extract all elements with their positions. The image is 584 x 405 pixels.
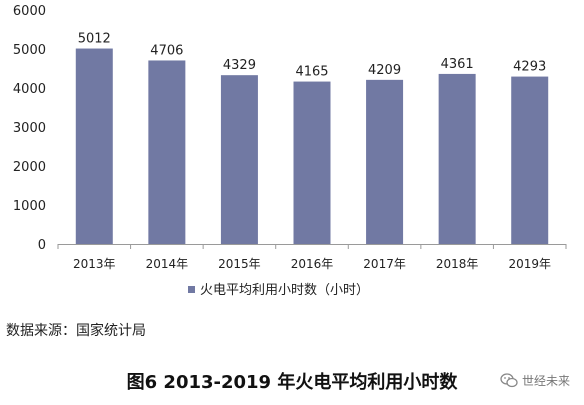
wechat-icon (500, 373, 518, 388)
chart-legend: 火电平均利用小时数（小时） (188, 283, 369, 298)
data-label: 4165 (295, 65, 328, 80)
y-tick-label: 6000 (13, 4, 46, 19)
y-tick-label: 1000 (13, 199, 46, 214)
y-tick-label: 0 (38, 238, 46, 253)
x-tick-label: 2014年 (146, 257, 189, 271)
bar-chart: 0 1000 2000 3000 4000 5000 6000 5012 4706 4329 41… (13, 4, 567, 298)
y-axis: 0 1000 2000 3000 4000 5000 6000 (13, 4, 46, 253)
watermark: 世经未来 (500, 372, 570, 389)
data-label: 4706 (150, 43, 183, 58)
bar (148, 60, 186, 244)
x-tick-label: 2015年 (218, 257, 261, 271)
bar (511, 76, 549, 244)
bar (438, 73, 476, 245)
y-tick-label: 3000 (13, 121, 46, 136)
y-tick-label: 2000 (13, 160, 46, 175)
y-tick-label: 5000 (13, 43, 46, 58)
legend-swatch (188, 286, 195, 293)
bar (366, 79, 404, 244)
data-labels: 5012 4706 4329 4165 4209 4361 4293 (78, 32, 547, 80)
data-label: 4209 (368, 63, 401, 78)
x-tick-label: 2017年 (363, 257, 406, 271)
data-label: 4329 (223, 58, 256, 73)
data-label: 4361 (441, 57, 474, 72)
figure-caption: 图6 2013-2019 年火电平均利用小时数 (126, 372, 458, 393)
bar (220, 75, 258, 244)
legend-label: 火电平均利用小时数（小时） (200, 283, 369, 298)
x-axis: 2013年 2014年 2015年 2016年 2017年 2018年 2019年 (57, 244, 567, 271)
x-tick-label: 2013年 (73, 257, 116, 271)
watermark-text: 世经未来 (521, 374, 570, 388)
x-tick-label: 2018年 (436, 257, 479, 271)
bar-series (75, 48, 549, 245)
x-tick-label: 2019年 (508, 257, 551, 271)
data-label: 4293 (513, 60, 546, 75)
x-tick-label: 2016年 (291, 257, 334, 271)
bar (293, 81, 331, 244)
y-tick-label: 4000 (13, 82, 46, 97)
source-note: 数据来源：国家统计局 (6, 323, 146, 339)
bar (75, 48, 113, 245)
data-label: 5012 (78, 32, 111, 47)
